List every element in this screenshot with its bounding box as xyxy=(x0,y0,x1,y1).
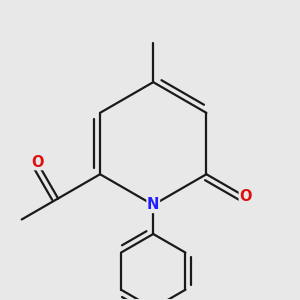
Text: O: O xyxy=(31,154,44,169)
Text: N: N xyxy=(147,197,159,212)
Text: O: O xyxy=(239,189,252,204)
